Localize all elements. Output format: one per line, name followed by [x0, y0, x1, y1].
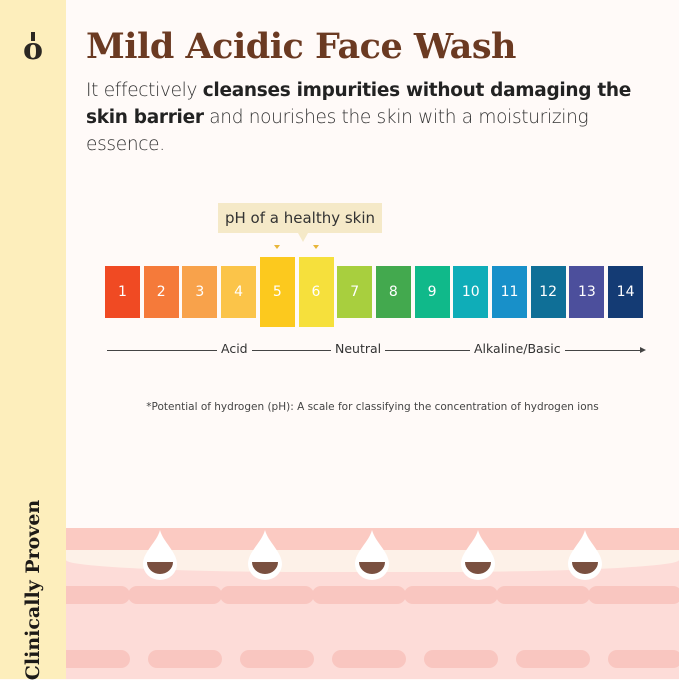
subtitle-bold: cleanses impurities without damaging the… — [86, 80, 632, 128]
ph-level-5: 5 — [259, 257, 295, 327]
marker-triangle-icon — [273, 245, 280, 249]
axis-label-alkaline: Alkaline/Basic — [470, 341, 565, 356]
ph-level-2: 2 — [143, 266, 179, 318]
skin-cell — [220, 586, 294, 604]
footnote: *Potential of hydrogen (pH): A scale for… — [146, 401, 599, 413]
ph-level-3: 3 — [182, 266, 218, 318]
skin-cell — [608, 650, 679, 668]
ph-level-13: 13 — [569, 266, 605, 318]
ph-level-9: 9 — [414, 266, 450, 318]
ph-level-10: 10 — [453, 266, 489, 318]
ph-level-8: 8 — [375, 266, 411, 318]
pore-icon — [461, 530, 495, 580]
skin-cell — [128, 586, 202, 604]
skin-cell — [588, 586, 662, 604]
subtitle: It effectively cleanses impurities witho… — [86, 77, 646, 158]
marker-triangle-icon — [312, 245, 319, 249]
healthy-skin-callout: pH of a healthy skin — [218, 203, 382, 242]
ph-level-14: 14 — [608, 266, 644, 318]
skin-cell — [496, 586, 570, 604]
pore-icon — [248, 530, 282, 580]
skin-illustration — [66, 528, 679, 679]
skin-cell — [312, 586, 386, 604]
page-title: Mild Acidic Face Wash — [86, 26, 517, 67]
skin-cell — [240, 650, 314, 668]
ph-level-4: 4 — [221, 266, 257, 318]
skin-cell — [516, 650, 590, 668]
pore-icon — [568, 530, 602, 580]
ph-level-6: 6 — [298, 257, 334, 327]
axis-label-acid: Acid — [217, 341, 252, 356]
ph-level-1: 1 — [105, 266, 140, 318]
ph-level-12: 12 — [530, 266, 566, 318]
subtitle-text: and nourishes the skin with a moisturizi… — [86, 107, 589, 155]
ph-level-11: 11 — [492, 266, 527, 318]
subtitle-text: It effectively — [86, 80, 203, 101]
pore-icon — [355, 530, 389, 580]
axis-label-neutral: Neutral — [331, 341, 386, 356]
skin-cell — [424, 650, 498, 668]
skin-cell — [66, 586, 110, 604]
ph-level-7: 7 — [337, 266, 373, 318]
skin-cell — [404, 586, 478, 604]
skin-cell — [148, 650, 222, 668]
sidebar: o Clinically Proven — [0, 0, 66, 680]
skin-cell — [66, 650, 130, 668]
tagline: Clinically Proven — [22, 499, 44, 680]
brand-logo: o — [20, 30, 46, 70]
pore-icon — [143, 530, 177, 580]
skin-cell — [332, 650, 406, 668]
